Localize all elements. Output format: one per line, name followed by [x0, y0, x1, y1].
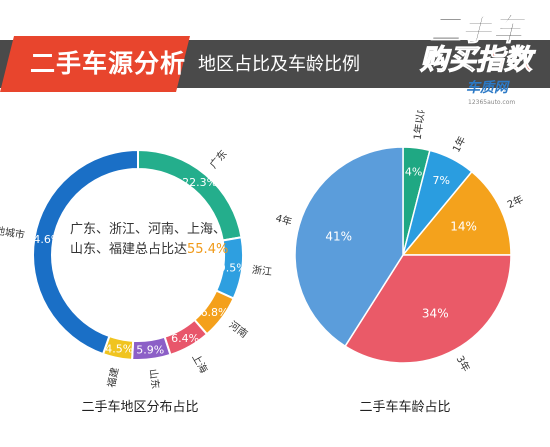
donut-value-label-7: 44.6% [26, 233, 61, 246]
donut-category-label-2: 浙江 [251, 264, 272, 278]
logo-line-2-a: 购买 [419, 43, 477, 77]
donut-category-label-1: 广东 [207, 147, 230, 171]
center-note-value: 55.4% [187, 242, 229, 257]
logo-line-2-b: 指数 [476, 43, 533, 77]
pie-category-label-3: 2年 [505, 192, 525, 211]
donut-value-label-1: 22.3% [182, 176, 217, 189]
vehicle-age-pie-svg: 4% 1年以内 7% 1年 14% 2年 34% 3年 41% 4年 [274, 103, 525, 374]
donut-value-label-2: 9.5% [219, 261, 247, 274]
pie-value-label-5: 41% [325, 229, 352, 243]
center-note-text: 广东、浙江、河南、上海、山东、福建总占比达 [70, 222, 227, 257]
donut-category-label-4: 上海 [189, 352, 210, 376]
header-subtitle: 地区占比及车龄比例 [198, 54, 360, 75]
donut-category-label-6: 福建 [105, 366, 122, 388]
donut-value-label-6: 4.5% [105, 343, 133, 356]
logo-tag: 车质网 [466, 80, 508, 96]
pie-category-label-4: 3年 [454, 353, 473, 374]
donut-value-label-3: 6.8% [201, 306, 229, 319]
pie-slice-5 [294, 146, 404, 348]
region-chart-caption: 二手车地区分布占比 [81, 400, 199, 415]
donut-center-note: 广东、浙江、河南、上海、山东、福建总占比达55.4% [70, 220, 230, 260]
vehicle-age-pie-chart: 4% 1年以内 7% 1年 14% 2年 34% 3年 41% 4年 [274, 103, 550, 410]
donut-value-label-4: 6.4% [171, 332, 199, 345]
region-donut-svg: 22.3% 广东 9.5% 浙江 6.8%河南 6.4% 上海 5.9% 山东 4.5% 福建 44.… [0, 147, 273, 390]
header-title: 二手车源分析 [30, 49, 187, 78]
donut-category-label-3: 河南 [227, 318, 251, 340]
pie-value-label-1: 4% [405, 165, 422, 178]
donut-slice-7 [32, 148, 139, 356]
region-donut-chart: 22.3% 广东 9.5% 浙江 6.8% 河南 6.4% 上海 5.9% 山东 4.5% 福建 44.… [0, 110, 275, 410]
pie-category-label-5: 4年 [275, 211, 294, 228]
pie-slice-3 [401, 170, 512, 256]
logo-url: 12365auto.com [468, 99, 516, 106]
pie-value-label-2: 7% [433, 174, 450, 187]
donut-category-label-7: 其他城市 [0, 222, 26, 242]
logo-line-1: 二手车 [430, 12, 524, 49]
donut-category-label-5: 山东 [147, 368, 162, 390]
pie-value-label-3: 14% [450, 219, 477, 233]
donut-value-label-5: 5.9% [136, 344, 164, 357]
logo-line-2: 购买指数 [419, 42, 533, 78]
brand-logo: 二手车 购买指数 车质网 12365auto.com [419, 8, 540, 108]
pie-category-label-1: 1年以内 [411, 110, 428, 141]
pie-category-label-2: 1年 [449, 134, 468, 154]
pie-value-label-4: 34% [422, 307, 449, 321]
age-chart-caption: 二手车车龄占比 [359, 400, 451, 415]
